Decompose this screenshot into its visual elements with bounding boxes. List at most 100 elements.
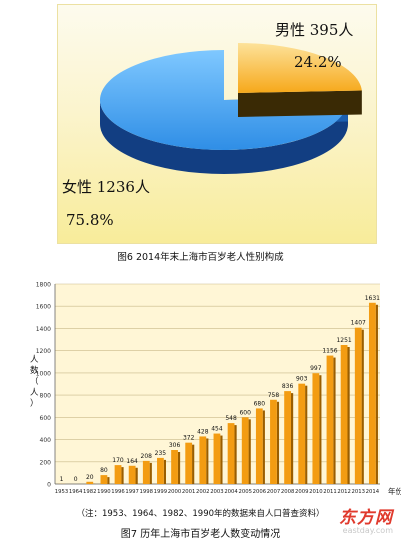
y-tick-label: 800 xyxy=(40,393,52,400)
bar-side xyxy=(305,385,308,484)
x-tick-label: 1982 xyxy=(83,489,96,495)
x-tick-label: 2008 xyxy=(281,489,295,495)
bar-value-label: 372 xyxy=(183,435,195,442)
bar xyxy=(213,433,221,484)
pie-chart xyxy=(100,43,362,174)
bar-value-label: 1407 xyxy=(351,320,366,327)
bar xyxy=(114,465,122,484)
bar-value-label: 235 xyxy=(155,450,167,457)
bar-value-label: 680 xyxy=(254,400,266,407)
y-tick-label: 400 xyxy=(40,437,52,444)
figure-7-note: （注：1953、1964、1982、1990年的数据来自人口普查资料） xyxy=(76,509,325,519)
y-tick-label: 0 xyxy=(47,482,51,489)
male-percent: 24.2% xyxy=(294,53,342,71)
bar-value-label: 170 xyxy=(112,457,124,464)
x-tick-label: 2012 xyxy=(337,489,350,495)
x-tick-label: 1990 xyxy=(97,489,111,495)
bar xyxy=(326,355,334,484)
bar xyxy=(340,345,348,484)
bar-side xyxy=(333,357,336,484)
bar xyxy=(368,302,376,484)
bar-value-label: 80 xyxy=(100,467,108,474)
male-label: 男性 395人 xyxy=(275,21,354,39)
pie-slice-female xyxy=(100,50,349,150)
x-tick-label: 2014 xyxy=(366,489,380,495)
bar-value-label: 306 xyxy=(169,442,181,449)
bar-value-label: 600 xyxy=(239,409,251,416)
bar-side xyxy=(163,459,167,484)
watermark-logo: 东方网 xyxy=(339,508,393,528)
bar-value-label: 1156 xyxy=(322,348,337,355)
female-percent: 75.8% xyxy=(66,211,114,229)
figure-7-caption: 图7 历年上海市百岁老人数变动情况 xyxy=(120,529,281,540)
bar-value-label: 548 xyxy=(225,415,237,422)
y-tick-label: 1200 xyxy=(36,348,51,355)
bar-side xyxy=(135,467,138,484)
bar-value-label: 1631 xyxy=(365,295,380,302)
pie-female-side xyxy=(100,100,348,174)
bar-side xyxy=(375,304,378,484)
watermark: 东方网 eastday.com xyxy=(339,510,393,535)
bar-side xyxy=(220,435,223,484)
bar xyxy=(142,460,150,484)
bar-chart: 020040060080010001200140016001800人数（人）11… xyxy=(30,282,401,497)
bar-side xyxy=(319,375,322,484)
y-tick-label: 1800 xyxy=(36,282,51,289)
x-tick-label: 2011 xyxy=(323,489,336,495)
x-tick-label: 2013 xyxy=(351,489,364,495)
bar-side xyxy=(149,462,152,484)
bar-value-label: 208 xyxy=(141,453,153,460)
bar-side xyxy=(206,438,209,484)
bar-value-label: 428 xyxy=(197,428,209,435)
bar xyxy=(157,457,164,484)
bar-side xyxy=(361,329,364,484)
bar-value-label: 164 xyxy=(126,458,138,465)
bar xyxy=(298,383,306,484)
bar xyxy=(312,373,320,484)
x-tick-label: 2000 xyxy=(168,489,182,495)
bar xyxy=(241,417,249,484)
bar-side xyxy=(121,467,124,484)
bar-side xyxy=(234,425,237,484)
x-tick-label: 2002 xyxy=(196,489,209,495)
watermark-url: eastday.com xyxy=(342,526,393,535)
bar xyxy=(185,442,193,484)
bar xyxy=(255,408,263,484)
bar-side xyxy=(290,393,294,484)
figure-6-caption: 图6 2014年末上海市百岁老人性别构成 xyxy=(117,252,284,263)
bar xyxy=(227,423,235,484)
bar-value-label: 836 xyxy=(282,383,294,390)
bar-side xyxy=(276,401,280,484)
x-tick-label: 1964 xyxy=(69,489,83,495)
bar xyxy=(199,436,207,484)
x-tick-label: 2003 xyxy=(210,489,223,495)
x-tick-label: 1998 xyxy=(140,489,154,495)
x-tick-label: 2010 xyxy=(309,489,323,495)
bar-value-label: 20 xyxy=(86,474,94,481)
bar-side xyxy=(177,452,181,484)
y-tick-label: 600 xyxy=(40,415,52,422)
x-tick-label: 1999 xyxy=(154,489,167,495)
y-tick-label: 1000 xyxy=(36,370,51,377)
bar-value-label: 1 xyxy=(60,476,64,483)
bar xyxy=(100,475,108,484)
x-tick-label: 2005 xyxy=(238,489,251,495)
bar-value-label: 903 xyxy=(296,376,308,383)
x-tick-label: 1953 xyxy=(55,489,68,495)
bar-value-label: 1251 xyxy=(336,337,351,344)
x-tick-label: 2004 xyxy=(224,489,238,495)
y-tick-label: 1600 xyxy=(36,304,51,311)
female-label: 女性 1236人 xyxy=(62,178,150,196)
bar-value-label: 454 xyxy=(211,426,223,433)
x-axis-label: 年份 xyxy=(388,486,401,496)
pie-panel: 男性 395人 24.2% 女性 1236人 75.8% xyxy=(57,4,377,244)
bar xyxy=(128,465,136,484)
y-axis-label: 人数（人） xyxy=(30,355,39,409)
bar xyxy=(86,481,94,484)
pie-slice-male xyxy=(238,43,362,93)
bar-side xyxy=(347,347,350,484)
bar-side xyxy=(248,419,251,484)
x-tick-label: 1997 xyxy=(125,489,138,495)
bar xyxy=(171,450,178,484)
bar xyxy=(284,391,291,484)
